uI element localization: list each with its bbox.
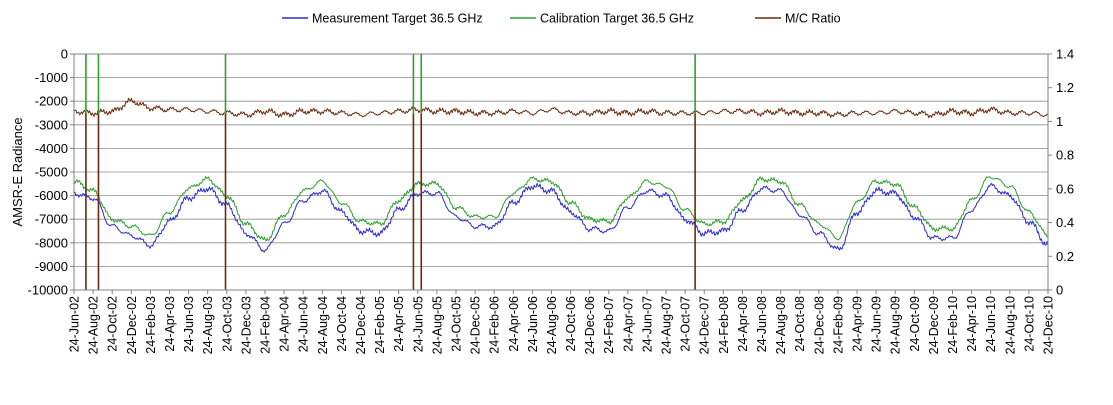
x-tick-label: 24-Apr-07 xyxy=(621,296,635,352)
x-tick-label: 24-Feb-04 xyxy=(258,296,272,354)
y-tick-label: -5000 xyxy=(35,165,68,180)
y-tick-label: -4000 xyxy=(35,141,68,156)
x-tick-label: 24-Feb-06 xyxy=(488,296,502,354)
y2-tick-label: 0 xyxy=(1056,283,1063,298)
y-tick-label: -6000 xyxy=(35,188,68,203)
x-tick-label: 24-Oct-07 xyxy=(679,296,693,352)
x-tick-label: 24-Oct-05 xyxy=(449,296,463,352)
x-tick-label: 24-Feb-08 xyxy=(717,296,731,354)
x-tick-label: 24-Oct-08 xyxy=(793,296,807,352)
y2-tick-label: 0.6 xyxy=(1056,181,1074,196)
y-axis-label: AMSR-E Radiance xyxy=(10,117,25,226)
y2-tick-label: 0.8 xyxy=(1056,148,1074,163)
x-tick-label: 24-Dec-10 xyxy=(1042,296,1056,354)
y2-tick-label: 1.2 xyxy=(1056,80,1074,95)
x-tick-label: 24-Aug-06 xyxy=(545,296,559,354)
legend: Measurement Target 36.5 GHz Calibration T… xyxy=(282,12,841,26)
x-tick-label: 24-Aug-10 xyxy=(1003,296,1017,354)
x-tick-label: 24-Jun-03 xyxy=(182,296,196,352)
x-tick-label: 24-Apr-03 xyxy=(163,296,177,352)
x-tick-label: 24-Aug-05 xyxy=(430,296,444,354)
x-tick-label: 24-Aug-09 xyxy=(889,296,903,354)
series-layer xyxy=(73,54,1049,290)
x-tick-label: 24-Oct-03 xyxy=(220,296,234,352)
x-tick-label: 24-Aug-03 xyxy=(201,296,215,354)
y-tick-label: -9000 xyxy=(35,259,68,274)
x-tick-label: 24-Apr-04 xyxy=(278,296,292,352)
y2-tick-label: 1.4 xyxy=(1056,47,1074,62)
x-axis-ticks: 24-Jun-02 24-Aug-02 24-Oct-02 24-Dec-02 24-F… xyxy=(68,290,1056,354)
series-line-m-c-ratio xyxy=(73,97,1049,119)
x-tick-label: 24-Feb-09 xyxy=(831,296,845,354)
x-tick-label: 24-Aug-04 xyxy=(316,296,330,354)
x-tick-label: 24-Dec-09 xyxy=(927,296,941,354)
series-line-measurement-target-36-5-ghz xyxy=(73,182,1049,253)
y2-axis-ticks: 1.4 1.2 1 0.8 0.6 0.4 0.2 0 xyxy=(1048,47,1074,298)
x-tick-label: 24-Jun-08 xyxy=(755,296,769,352)
y2-tick-label: 0.4 xyxy=(1056,215,1074,230)
x-tick-label: 24-Feb-10 xyxy=(946,296,960,354)
y-tick-label: -1000 xyxy=(35,70,68,85)
x-tick-label: 24-Feb-07 xyxy=(602,296,616,354)
y-tick-label: -10000 xyxy=(28,283,68,298)
x-tick-label: 24-Dec-07 xyxy=(698,296,712,354)
y-tick-label: 0 xyxy=(61,47,68,62)
x-tick-label: 24-Dec-04 xyxy=(354,296,368,354)
x-tick-label: 24-Apr-10 xyxy=(965,296,979,352)
x-tick-label: 24-Aug-07 xyxy=(660,296,674,354)
x-tick-label: 24-Feb-03 xyxy=(144,296,158,354)
x-tick-label: 24-Jun-09 xyxy=(870,296,884,352)
x-tick-label: 24-Apr-05 xyxy=(392,296,406,352)
x-tick-label: 24-Jun-07 xyxy=(640,296,654,352)
x-tick-label: 24-Jun-10 xyxy=(984,296,998,352)
x-tick-label: 24-Jun-02 xyxy=(68,296,82,352)
x-tick-label: 24-Oct-04 xyxy=(335,296,349,352)
legend-label: Measurement Target 36.5 GHz xyxy=(312,12,483,26)
series-line-calibration-target-36-5-ghz xyxy=(73,176,1049,242)
x-tick-label: 24-Oct-10 xyxy=(1022,296,1036,352)
x-tick-label: 24-Apr-09 xyxy=(851,296,865,352)
y-tick-label: -3000 xyxy=(35,117,68,132)
y-axis-ticks: 0 -1000 -2000 -3000 -4000 -5000 -6000 -7000 -800… xyxy=(28,47,74,298)
plot-area-frame xyxy=(73,53,1049,291)
x-tick-label: 24-Dec-05 xyxy=(469,296,483,354)
x-tick-label: 24-Jun-06 xyxy=(526,296,540,352)
y2-tick-label: 1 xyxy=(1056,114,1063,129)
x-tick-label: 24-Aug-08 xyxy=(774,296,788,354)
y-tick-label: -8000 xyxy=(35,235,68,250)
legend-label: M/C Ratio xyxy=(785,12,841,26)
gridlines xyxy=(74,77,1048,267)
y2-tick-label: 0.2 xyxy=(1056,249,1074,264)
x-tick-label: 24-Aug-02 xyxy=(87,296,101,354)
x-tick-label: 24-Jun-04 xyxy=(297,296,311,352)
x-tick-label: 24-Oct-02 xyxy=(106,296,120,352)
x-tick-label: 24-Jun-05 xyxy=(411,296,425,352)
y-tick-label: -2000 xyxy=(35,94,68,109)
x-tick-label: 24-Dec-03 xyxy=(239,296,253,354)
x-tick-label: 24-Apr-06 xyxy=(507,296,521,352)
x-tick-label: 24-Apr-08 xyxy=(736,296,750,352)
x-tick-label: 24-Oct-09 xyxy=(908,296,922,352)
x-tick-label: 24-Dec-08 xyxy=(812,296,826,354)
x-tick-label: 24-Oct-06 xyxy=(564,296,578,352)
x-tick-label: 24-Dec-02 xyxy=(125,296,139,354)
legend-label: Calibration Target 36.5 GHz xyxy=(540,12,694,26)
x-tick-label: 24-Dec-06 xyxy=(583,296,597,354)
y-tick-label: -7000 xyxy=(35,212,68,227)
x-tick-label: 24-Feb-05 xyxy=(373,296,387,354)
